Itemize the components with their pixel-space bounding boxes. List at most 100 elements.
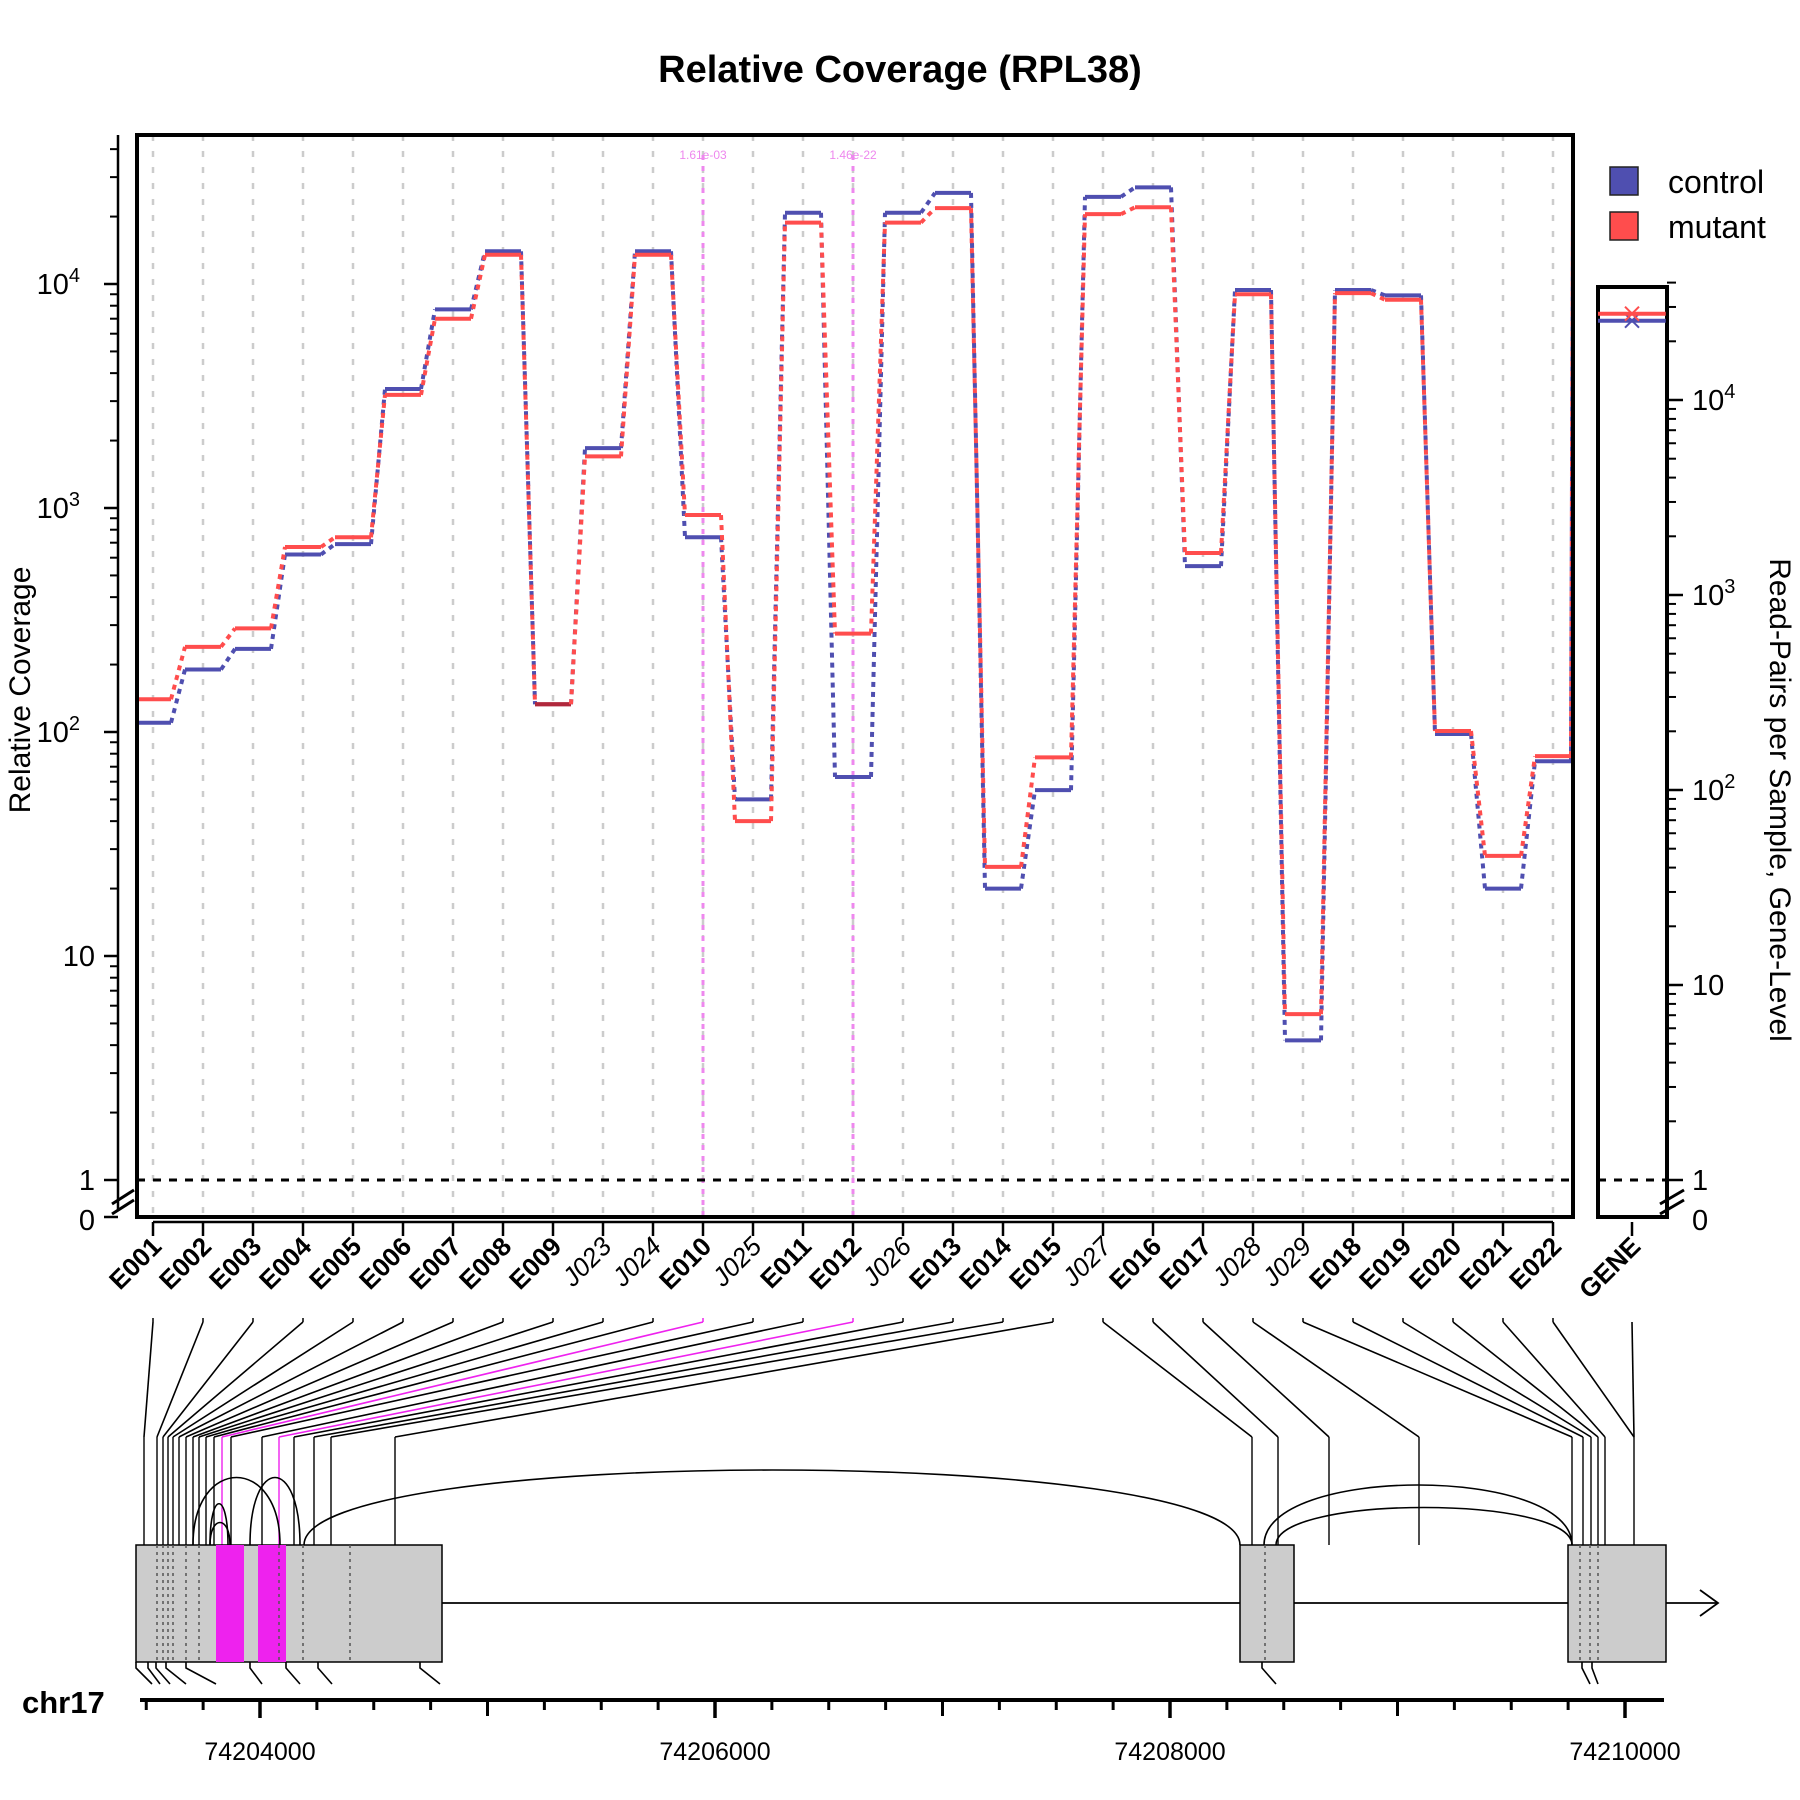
mutant-connector-J024 (669, 254, 687, 516)
mutant-connector-E017 (1219, 294, 1237, 554)
gene-mutant-marker (1624, 306, 1640, 322)
model-link-E013 (313, 1321, 954, 1438)
significance-markers: 1.61e-03 1.46e-22 (679, 148, 877, 1217)
junction-arc-3 (209, 1521, 231, 1546)
exon-block-1 (135, 1544, 443, 1663)
mutant-connector-E014 (1019, 757, 1037, 868)
plot-frame (135, 133, 1575, 1219)
chart-title: Relative Coverage (RPL38) (658, 49, 1142, 91)
control-connector-E006 (419, 309, 437, 390)
mutant-connector-E015 (1069, 214, 1087, 758)
control-connector-J027 (1119, 185, 1137, 199)
model-link-E018 (1352, 1321, 1584, 1438)
model-link-J025 (230, 1321, 754, 1438)
axis-break-mark (111, 1188, 135, 1206)
model-link-E006 (178, 1321, 404, 1438)
legend-label-control: control (1668, 164, 1764, 200)
mutant-connector-J023 (619, 254, 637, 457)
model-link-E014 (330, 1321, 1004, 1438)
junction-arc-5 (303, 1469, 1241, 1546)
genome-mapping-tick (419, 1662, 441, 1685)
control-connector-E018 (1370, 288, 1386, 298)
model-link-E017 (1202, 1321, 1330, 1438)
model-link-J024 (213, 1321, 654, 1438)
control-connector-E017 (1219, 289, 1237, 567)
gene-y-tick-label: 10 (1692, 970, 1724, 1002)
legend-swatch-mutant (1609, 211, 1639, 241)
gene-axis-break (1659, 1198, 1685, 1216)
model-link-J027 (1102, 1321, 1253, 1438)
p-value-label-E012: 1.46e-22 (829, 148, 877, 162)
junction-arc-4 (249, 1476, 301, 1546)
strand-arrow (1699, 1589, 1720, 1617)
model-link-J029 (1302, 1321, 1573, 1438)
p-value-label-E010: 1.61e-03 (679, 148, 727, 162)
model-link-E015 (394, 1321, 1054, 1438)
control-connector-J024 (669, 251, 687, 538)
mutant-connector-E009 (569, 456, 587, 705)
genome-mapping-tick (185, 1662, 217, 1685)
mutant-connector-E019 (1419, 299, 1437, 732)
model-link-E022 (1552, 1321, 1635, 1438)
genome-mapping-tick (285, 1662, 301, 1685)
gene-y-tick-label: 1 (1692, 1165, 1708, 1197)
y-axis-label: Relative Coverage (4, 567, 37, 814)
control-connector-E012 (869, 212, 887, 777)
genome-mapping-tick (165, 1662, 187, 1685)
genome-tick-label-74206000: 74206000 (659, 1738, 770, 1766)
mutant-connector-E010 (719, 514, 737, 822)
mutant-connector-E002 (219, 627, 237, 649)
genome-tick-label-74208000: 74208000 (1114, 1738, 1225, 1766)
control-connector-J026 (919, 191, 937, 214)
mutant-connector-E006 (419, 318, 437, 396)
model-link-E020 (1452, 1321, 1599, 1438)
mutant-connector-E011 (819, 222, 837, 634)
legend-label-mutant: mutant (1668, 209, 1766, 245)
legend-swatch-control (1609, 166, 1639, 196)
mutant-connector-E008 (519, 254, 537, 705)
genome-tick-label-74204000: 74204000 (204, 1738, 315, 1766)
model-link-gene (1631, 1321, 1635, 1438)
legend: control mutant (1609, 164, 1766, 245)
control-connector-E002 (219, 647, 237, 671)
mutant-connector-E012 (869, 222, 887, 634)
model-link-E001 (143, 1321, 154, 1438)
exon-highlight-E012 (258, 1545, 286, 1662)
gene-y-zero-label: 0 (1692, 1205, 1708, 1237)
junction-arc-1 (192, 1476, 281, 1546)
exon-block-3 (1567, 1544, 1667, 1663)
control-connector-E019 (1419, 295, 1437, 735)
genome-axis: 74204000 74206000 74208000 74210000 (140, 1698, 1681, 1766)
mutant-connector-J028 (1269, 294, 1287, 1015)
genome-mapping-tick (135, 1662, 153, 1685)
y-tick-label: 104 (37, 265, 80, 301)
model-link-E021 (1502, 1321, 1606, 1438)
mutant-connector-E007 (469, 254, 487, 320)
control-connector-E014 (1019, 789, 1037, 889)
mutant-connector-E018 (1370, 291, 1386, 302)
genome-mapping-tick (249, 1662, 263, 1685)
model-link-E010 (221, 1321, 704, 1438)
genome-mapping-tick (147, 1662, 161, 1685)
model-link-J028 (1252, 1321, 1420, 1438)
mutant-connector-E004 (319, 535, 337, 549)
control-connector-E004 (319, 542, 337, 557)
control-connector-E021 (1519, 761, 1537, 889)
genome-mapping-tick (155, 1662, 171, 1685)
grid-lines (151, 135, 1555, 1217)
y-tick-label: 1 (79, 1165, 95, 1197)
genome-mapping-tick (1261, 1662, 1277, 1685)
y-tick-label: 10 (63, 941, 95, 973)
mutant-connector-J027 (1120, 205, 1136, 216)
gene-axis-break (1659, 1188, 1685, 1206)
series-lines (135, 184, 1575, 1043)
right-y-axis-label: Read-Pairs per Sample, Gene-Level (1763, 558, 1796, 1042)
mutant-connector-E021 (1519, 755, 1537, 857)
model-link-E011 (261, 1321, 804, 1438)
exon-highlight-E010 (216, 1545, 244, 1662)
model-link-E002 (156, 1321, 204, 1438)
model-link-E005 (172, 1321, 354, 1438)
model-link-E009 (198, 1321, 554, 1438)
